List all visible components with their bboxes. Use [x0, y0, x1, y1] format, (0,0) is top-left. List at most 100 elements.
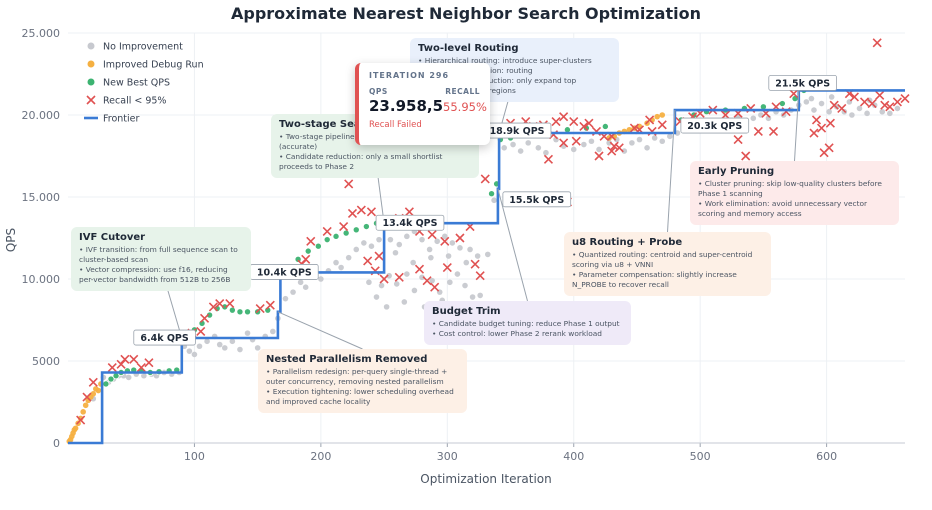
new-best-point [228, 306, 236, 314]
recall-fail-point [819, 148, 829, 158]
recall-fail-point [657, 120, 667, 130]
no-improvement-point [419, 274, 425, 281]
step-label: 15.5k QPS [509, 195, 564, 206]
no-improvement-point [484, 251, 491, 258]
recall-fail-point [768, 126, 779, 136]
step-label: 21.5k QPS [775, 78, 830, 89]
debug-run-point [659, 112, 666, 118]
no-improvement-point [290, 289, 296, 295]
no-improvement-point [368, 243, 375, 249]
no-improvement-point [659, 138, 666, 145]
new-best-point [488, 190, 496, 198]
new-best-point [332, 232, 340, 240]
no-improvement-point [338, 264, 344, 271]
annotation-line: • Work elimination: avoid unnecessary ve… [698, 199, 868, 218]
label-layer: 6.4k QPS 10.4k QPS 13.4k QPS 15.5k QPS 18.9k… [133, 75, 837, 346]
annotation-title: IVF Cutover [79, 232, 146, 243]
debug-run-point [90, 391, 97, 397]
annotation-budget: Budget Trim • Candidate budget tuning: re… [424, 301, 631, 345]
no-improvement-point [366, 279, 372, 286]
step-label: 20.3k QPS [687, 121, 742, 132]
annotation-line: • Search scope reduction: only expand to… [418, 76, 577, 85]
no-improvement-point [596, 146, 602, 153]
no-improvement-point [302, 284, 309, 291]
no-improvement-point [376, 236, 382, 243]
no-improvement-point [404, 233, 410, 240]
no-improvement-point [477, 292, 483, 299]
no-improvement-point [517, 148, 524, 154]
no-improvement-point [244, 330, 251, 336]
recall-fail-point [374, 251, 384, 261]
annotation-title: Budget Trim [432, 306, 501, 317]
recall-fail-point [347, 208, 358, 218]
debug-run-point [654, 113, 660, 120]
debug-run-point [95, 387, 102, 394]
legend-label: Recall < 95% [103, 96, 166, 107]
recall-fail-point [789, 89, 799, 99]
y-axis-title: QPS [4, 228, 18, 252]
annotation-line: • Hierarchical routing: introduce super-… [418, 56, 592, 65]
no-improvement-point [449, 240, 456, 246]
recall-fail-point [199, 313, 210, 323]
no-improvement-point [441, 233, 448, 240]
recall-fail-point [816, 123, 827, 133]
no-improvement-point [894, 105, 901, 112]
recall-fail-point [809, 128, 819, 138]
y-tick-label: 15.000 [22, 191, 61, 204]
recall-fail-point [339, 221, 349, 232]
legend-label: No Improvement [103, 42, 183, 53]
new-best-point [352, 226, 360, 234]
legend-marker [87, 78, 95, 86]
no-improvement-point [849, 112, 855, 118]
recall-fail-point [430, 282, 440, 292]
no-improvement-point [353, 246, 360, 253]
recall-fail-point [129, 354, 139, 364]
recall-fail-point [829, 100, 839, 110]
tooltip-recall-value: 55.95% [443, 100, 487, 114]
recall-fail-point [379, 274, 389, 284]
no-improvement-point [811, 107, 817, 113]
recall-fail-point [741, 151, 751, 161]
no-improvement-point [644, 145, 650, 151]
new-best-point [342, 229, 350, 237]
x-axis-title: Optimization Iteration [420, 472, 551, 486]
recall-fail-point [872, 38, 882, 48]
recall-fail-point [422, 276, 432, 286]
annotation-connector [667, 110, 676, 233]
no-improvement-point [570, 146, 577, 153]
x-tick-label: 400 [563, 450, 584, 463]
no-improvement-point [221, 345, 228, 351]
no-improvement-point [467, 246, 473, 253]
annotation-title: Two-level Routing [418, 43, 519, 54]
recall-fail-point [629, 123, 639, 133]
recall-fail-point [594, 151, 604, 161]
step-label: 13.4k QPS [383, 218, 438, 229]
new-best-point [362, 223, 370, 231]
no-improvement-point [361, 240, 367, 246]
new-best-point [102, 380, 110, 388]
no-improvement-point [462, 282, 468, 289]
recall-fail-point [82, 392, 92, 402]
no-improvement-point [581, 141, 587, 148]
x-tick-label: 100 [184, 450, 205, 463]
annotation-connector [794, 90, 800, 162]
annotation-title: Two-stage Search [279, 119, 379, 130]
recall-fail-point [733, 135, 743, 145]
recall-fail-point [475, 271, 485, 281]
no-improvement-point [621, 148, 628, 154]
no-improvement-point [237, 346, 243, 353]
y-tick-label: 5000 [32, 355, 60, 368]
recall-fail-point [559, 138, 569, 148]
recall-fail-point [880, 100, 890, 110]
no-improvement-point [401, 299, 408, 305]
annotation-line: • Parallelism redesign: per-query single… [266, 367, 448, 386]
recall-fail-point [196, 326, 206, 337]
no-improvement-point [386, 272, 392, 279]
legend-label: New Best QPS [103, 78, 170, 89]
recall-fail-point [584, 118, 594, 128]
no-improvement-point [393, 281, 400, 287]
recall-fail-point [571, 136, 581, 146]
annotation-title: Nested Parallelism Removed [266, 354, 428, 365]
no-improvement-point [856, 105, 863, 112]
